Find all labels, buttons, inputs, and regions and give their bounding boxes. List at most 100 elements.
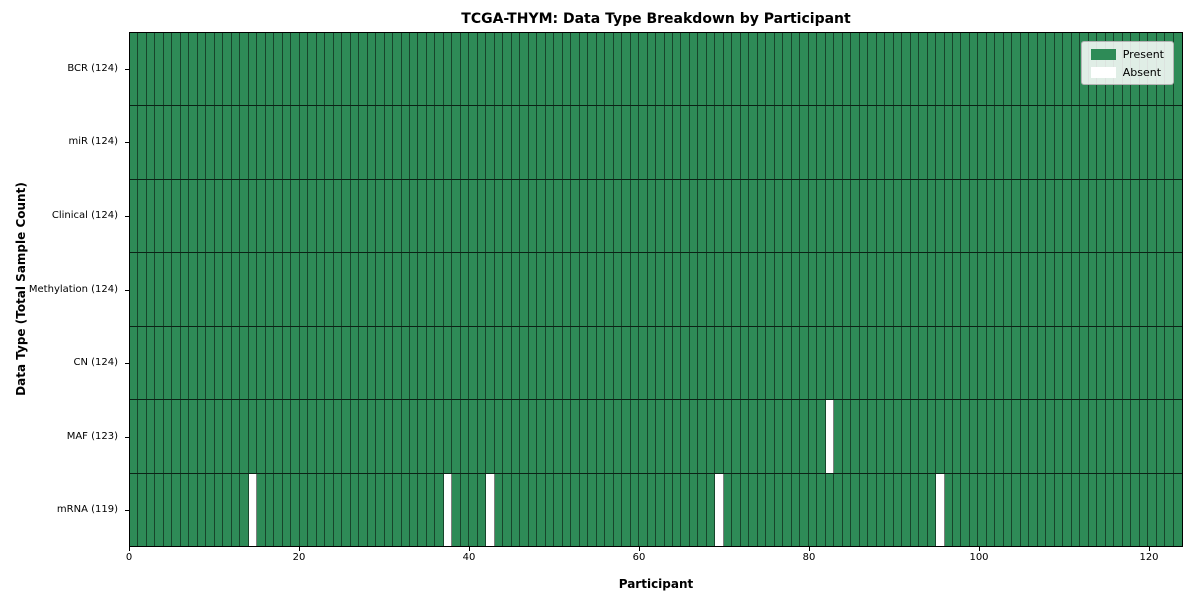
heatmap-cell <box>1046 326 1055 400</box>
heatmap-cell <box>1020 179 1030 253</box>
heatmap-cell <box>1080 326 1089 400</box>
heatmap-cell <box>333 106 343 179</box>
heatmap-cell <box>240 106 249 179</box>
heatmap-cell <box>1080 400 1089 473</box>
y-tick-label: miR (124) <box>68 136 118 148</box>
heatmap-cell <box>1097 106 1106 179</box>
heatmap-cell <box>138 179 147 253</box>
heatmap-cell <box>910 179 920 253</box>
heatmap-cell <box>537 400 546 473</box>
heatmap-cell <box>257 400 266 473</box>
heatmap-cell <box>825 33 835 106</box>
heatmap-cell <box>180 253 190 326</box>
heatmap-cell <box>893 106 903 179</box>
heatmap-cell <box>944 473 953 546</box>
heatmap-cell <box>138 253 147 326</box>
heatmap-cell <box>401 106 410 179</box>
heatmap-cell <box>248 400 258 473</box>
heatmap-cell <box>528 33 538 106</box>
heatmap-cell <box>842 473 852 546</box>
heatmap-cell <box>774 106 784 179</box>
heatmap-cell <box>596 253 606 326</box>
y-tick-mark <box>125 142 129 144</box>
heatmap-cell <box>494 400 504 473</box>
heatmap-cell <box>138 400 147 473</box>
heatmap-cell <box>401 179 410 253</box>
heatmap-cell <box>673 473 682 546</box>
heatmap-cell <box>825 106 835 179</box>
heatmap-cell <box>859 253 869 326</box>
heatmap-cell <box>1156 400 1166 473</box>
heatmap-cell <box>282 400 292 473</box>
heatmap-cell <box>732 33 741 106</box>
heatmap-cell <box>706 326 716 400</box>
heatmap-cell <box>639 473 648 546</box>
heatmap-cell <box>919 253 928 326</box>
heatmap-cell <box>859 106 869 179</box>
heatmap-cell <box>715 326 724 400</box>
heatmap-cell <box>723 326 733 400</box>
heatmap-cell <box>817 326 826 400</box>
heatmap-cell <box>180 179 190 253</box>
heatmap-cell <box>1080 253 1089 326</box>
heatmap-cell <box>511 473 521 546</box>
heatmap-cell <box>172 326 181 400</box>
heatmap-cell <box>401 473 410 546</box>
heatmap-cell <box>274 253 283 326</box>
heatmap-cell <box>409 106 419 179</box>
heatmap-cell <box>316 326 326 400</box>
heatmap-cell <box>995 33 1004 106</box>
heatmap-cell <box>961 33 970 106</box>
heatmap-cell <box>571 253 580 326</box>
heatmap-cell <box>537 326 546 400</box>
heatmap-cell <box>689 106 699 179</box>
heatmap-cell <box>1173 400 1182 473</box>
heatmap-cell <box>740 33 750 106</box>
heatmap-cell <box>325 473 334 546</box>
heatmap-cell <box>350 400 360 473</box>
heatmap-cell <box>274 326 283 400</box>
heatmap-cell <box>851 253 860 326</box>
heatmap-cell <box>766 326 775 400</box>
heatmap-cell <box>783 473 792 546</box>
heatmap-cell <box>613 473 623 546</box>
heatmap-cell <box>231 179 241 253</box>
heatmap-cell <box>1097 473 1106 546</box>
heatmap-cell <box>656 400 665 473</box>
heatmap-cell <box>969 179 979 253</box>
heatmap-cell <box>477 179 487 253</box>
heatmap-cell <box>639 106 648 179</box>
heatmap-cell <box>622 326 631 400</box>
heatmap-cell <box>274 473 283 546</box>
heatmap-cell <box>240 400 249 473</box>
heatmap-cell <box>248 179 258 253</box>
heatmap-cell <box>605 326 614 400</box>
heatmap-cell <box>1173 326 1182 400</box>
heatmap-cell <box>214 179 224 253</box>
heatmap-cell <box>919 400 928 473</box>
heatmap-cell <box>511 253 521 326</box>
heatmap-cell <box>766 473 775 546</box>
heatmap-cell <box>952 400 962 473</box>
heatmap-cell <box>1029 400 1038 473</box>
y-tick-label: Methylation (124) <box>28 283 118 295</box>
heatmap-cell <box>299 179 309 253</box>
heatmap-cell <box>308 253 317 326</box>
heatmap-cell <box>554 179 563 253</box>
heatmap-cell <box>1088 106 1098 179</box>
heatmap-cell <box>995 106 1004 179</box>
heatmap-cell <box>588 400 597 473</box>
heatmap-cell <box>257 179 266 253</box>
heatmap-cell <box>673 326 682 400</box>
heatmap-cell <box>367 253 377 326</box>
heatmap-cell <box>723 179 733 253</box>
heatmap-cell <box>376 106 385 179</box>
heatmap-cell <box>1071 253 1081 326</box>
heatmap-cell <box>1046 400 1055 473</box>
heatmap-cell <box>605 179 614 253</box>
heatmap-cell <box>1114 473 1123 546</box>
heatmap-cell <box>740 400 750 473</box>
heatmap-cell <box>1139 326 1149 400</box>
heatmap-cell <box>180 106 190 179</box>
heatmap-cell <box>1105 473 1115 546</box>
